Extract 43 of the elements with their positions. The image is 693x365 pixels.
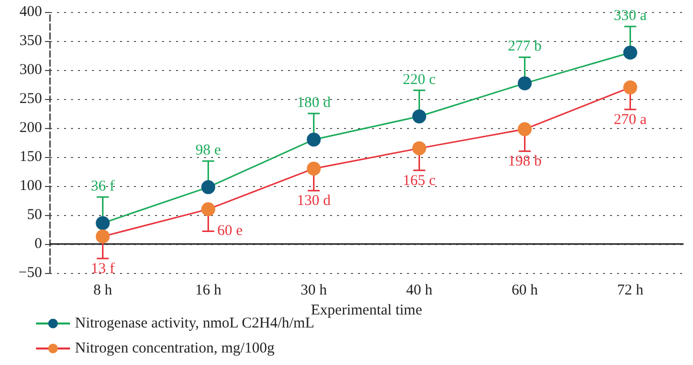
data-label: 13 f: [90, 261, 115, 277]
y-tick-label: 300: [20, 62, 42, 78]
y-tick-label: 400: [20, 4, 42, 20]
y-tick-label: 150: [20, 149, 42, 165]
x-tick-label: 16 h: [195, 282, 222, 298]
data-label: 277 b: [508, 38, 542, 55]
data-label: 198 b: [508, 154, 542, 170]
point: [412, 141, 426, 156]
legend-label: Nitrogen concentration, mg/100g: [75, 340, 276, 356]
data-label: 180 d: [296, 95, 332, 111]
point: [623, 80, 638, 94]
y-tick-label: 250: [20, 91, 42, 107]
y-tick-label: −50: [18, 265, 42, 281]
point: [96, 229, 110, 244]
data-label: 220 c: [402, 72, 436, 88]
x-tick-label: 30 h: [300, 282, 328, 298]
x-axis-title: Experimental time: [310, 302, 422, 318]
point: [518, 76, 532, 90]
point: [96, 216, 110, 230]
data-label: 330 a: [614, 8, 648, 24]
data-label: 165 c: [402, 172, 436, 189]
point: [623, 46, 638, 60]
y-tick-label: 100: [20, 178, 42, 194]
y-tick-label: 350: [20, 33, 42, 49]
x-tick-label: 60 h: [512, 282, 538, 298]
point: [201, 202, 216, 216]
x-tick-label: 72 h: [617, 282, 644, 298]
data-label: 60 e: [217, 223, 243, 240]
data-label: 270 a: [614, 112, 648, 128]
data-label: 98 e: [196, 142, 222, 159]
point: [201, 180, 216, 194]
y-tick-label: 50: [27, 207, 42, 223]
y-tick-label: 0: [34, 236, 42, 252]
point: [412, 109, 426, 124]
data-label: 130 d: [296, 193, 332, 210]
x-tick-label: 40 h: [406, 282, 433, 298]
point: [306, 162, 321, 176]
x-tick-label: 8 h: [93, 282, 113, 298]
data-label: 36 f: [90, 178, 115, 195]
y-tick-label: 200: [20, 120, 42, 136]
point: [306, 132, 321, 147]
legend-label: Nitrogenase activity, nmoL C2H4/h/mL: [75, 316, 314, 332]
point: [518, 122, 532, 136]
